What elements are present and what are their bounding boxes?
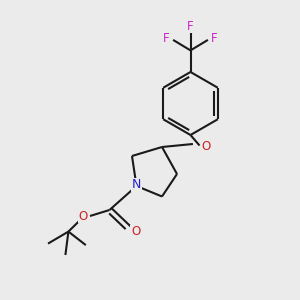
Text: O: O: [78, 209, 87, 223]
Text: N: N: [131, 178, 141, 191]
Text: F: F: [163, 32, 170, 45]
Text: F: F: [211, 32, 218, 45]
Text: O: O: [131, 225, 140, 238]
Text: O: O: [202, 140, 211, 154]
Text: F: F: [187, 20, 194, 33]
